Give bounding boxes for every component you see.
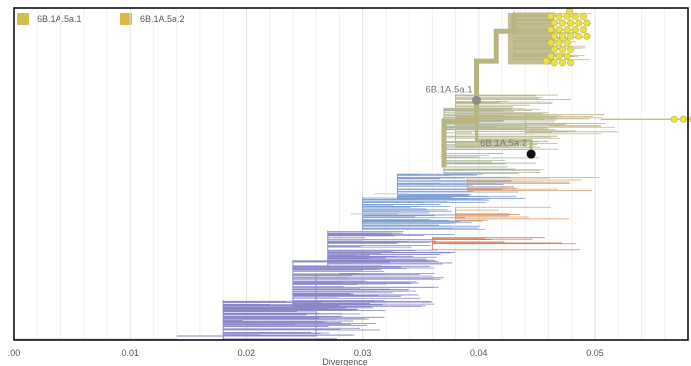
tip-node bbox=[550, 32, 558, 40]
tip-node bbox=[555, 39, 563, 47]
tip-node bbox=[550, 19, 558, 27]
tip-node bbox=[547, 26, 555, 34]
tip-node bbox=[555, 26, 563, 34]
tip-node bbox=[567, 19, 575, 27]
grid-lines bbox=[13, 8, 689, 340]
tip-node bbox=[575, 19, 583, 27]
tip-node bbox=[565, 7, 574, 15]
tip-node bbox=[567, 32, 575, 40]
tip-node bbox=[567, 45, 575, 54]
x-tick-label: 0.03 bbox=[354, 348, 372, 358]
tip-node bbox=[563, 52, 571, 60]
tip-node bbox=[579, 12, 587, 20]
tip-node bbox=[670, 115, 678, 123]
tip-node bbox=[571, 26, 579, 34]
tip-node bbox=[547, 39, 555, 47]
tip-node bbox=[575, 32, 583, 40]
legend-swatch-icon bbox=[120, 13, 132, 25]
x-tick-label: 0.05 bbox=[586, 348, 604, 358]
tree-trunk bbox=[441, 12, 555, 168]
tip-node bbox=[679, 115, 687, 123]
tip-node bbox=[558, 32, 567, 40]
clade-label: 6B.1A.5a.2 bbox=[480, 138, 527, 149]
dense-clade-block bbox=[507, 12, 555, 65]
tree-branches bbox=[14, 11, 688, 340]
tree-tips bbox=[542, 7, 691, 123]
tip-node bbox=[558, 59, 567, 67]
legend-label: 6B.1A.5a.1 bbox=[37, 14, 82, 24]
x-tick-label: 0.04 bbox=[470, 348, 488, 358]
x-tick-label: 0.01 bbox=[121, 348, 139, 358]
tip-node bbox=[555, 12, 563, 20]
x-tick-label: .00 bbox=[8, 348, 21, 358]
clade-nodes: 6B.1A.5a.1 6B.1A.5a.2 bbox=[425, 84, 536, 159]
tip-node bbox=[542, 57, 550, 65]
legend-item-6b1a5a2[interactable]: 6B.1A.5a.2 bbox=[120, 12, 185, 26]
clade-node bbox=[472, 95, 482, 105]
legend-swatch-icon bbox=[17, 13, 29, 25]
legend-label: 6B.1A.5a.2 bbox=[140, 14, 185, 24]
tip-node bbox=[563, 26, 571, 34]
tip-node bbox=[579, 26, 587, 34]
tip-node bbox=[583, 32, 591, 40]
tip-node bbox=[547, 12, 555, 20]
tip-node bbox=[571, 12, 579, 20]
clade-label: 6B.1A.5a.1 bbox=[425, 84, 472, 95]
tip-node bbox=[555, 52, 563, 60]
tip-node bbox=[567, 59, 575, 67]
plot-frame bbox=[13, 7, 689, 341]
tip-node bbox=[563, 39, 571, 47]
x-tick-label: 0.02 bbox=[238, 348, 256, 358]
legend-item-6b1a5a1[interactable]: 6B.1A.5a.1 bbox=[17, 12, 82, 26]
x-axis: .00 0.01 0.02 0.03 0.04 0.05 bbox=[8, 7, 689, 358]
x-axis-title: Divergence bbox=[322, 357, 368, 366]
tip-node bbox=[550, 45, 558, 54]
tip-node bbox=[558, 45, 567, 54]
tip-node bbox=[558, 19, 567, 27]
highlighted-lineage bbox=[475, 120, 533, 151]
clade-node bbox=[526, 149, 536, 159]
tip-node bbox=[550, 59, 558, 67]
tip-node bbox=[547, 52, 555, 60]
tip-node bbox=[583, 19, 591, 27]
